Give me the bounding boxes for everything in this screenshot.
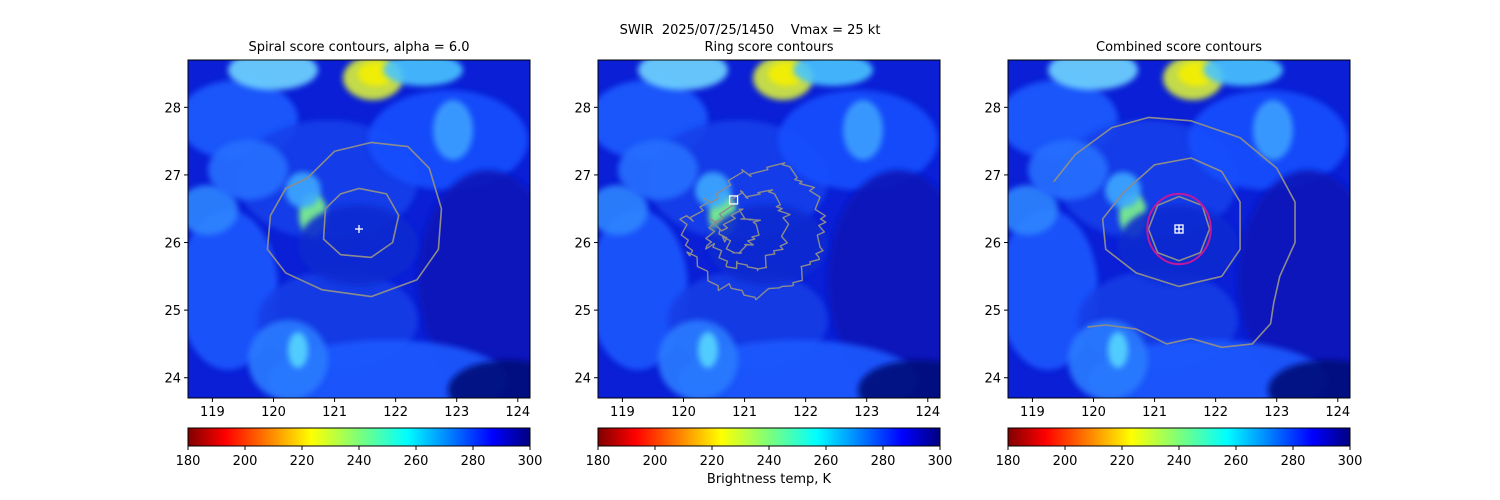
colorbar-tick-label: 300 xyxy=(518,454,543,469)
figure-suptitle: SWIR 2025/07/25/1450 Vmax = 25 kt xyxy=(619,23,881,38)
colorbar-tick-label: 280 xyxy=(871,454,896,469)
x-tick-label: 124 xyxy=(505,405,530,420)
x-tick-label: 121 xyxy=(732,405,757,420)
colorbar-tick-label: 200 xyxy=(643,454,668,469)
x-tick-label: 120 xyxy=(671,405,696,420)
colorbar-tick-label: 200 xyxy=(1053,454,1078,469)
center-marker xyxy=(1174,224,1184,234)
colorbar-tick-label: 300 xyxy=(928,454,953,469)
colorbar-tick-label: 240 xyxy=(347,454,372,469)
x-tick-label: 122 xyxy=(793,405,818,420)
x-tick-label: 121 xyxy=(1142,405,1167,420)
center-marker xyxy=(728,195,739,205)
axes-frame xyxy=(1007,59,1351,399)
satellite-image xyxy=(598,60,940,398)
panel-3: Combined score contours 119 120 121 122 123 12… xyxy=(984,40,1363,469)
panel-1: Spiral score contours, alpha = 6.0 119 120… xyxy=(164,40,543,469)
y-tick-label: 24 xyxy=(574,372,591,387)
contour-line xyxy=(1147,195,1211,262)
satellite-image xyxy=(1008,60,1350,398)
contour-line xyxy=(322,187,400,259)
colorbar-tick-label: 260 xyxy=(404,454,429,469)
y-tick-label: 26 xyxy=(984,237,1001,252)
colorbar-tick-label: 280 xyxy=(1281,454,1306,469)
center-marker xyxy=(355,225,363,233)
radius-circle xyxy=(1146,192,1212,266)
axes-frame xyxy=(597,59,941,399)
y-tick-label: 27 xyxy=(164,169,181,184)
contour-line xyxy=(679,162,827,301)
panel-title: Combined score contours xyxy=(1096,40,1262,55)
y-tick-label: 26 xyxy=(164,237,181,252)
y-tick-label: 24 xyxy=(984,372,1001,387)
x-tick-label: 121 xyxy=(322,405,347,420)
x-tick-label: 123 xyxy=(854,405,879,420)
y-tick-label: 28 xyxy=(574,101,591,116)
y-tick-label: 25 xyxy=(984,304,1001,319)
y-tick-label: 26 xyxy=(574,237,591,252)
y-tick-label: 27 xyxy=(984,169,1001,184)
contour-line xyxy=(715,208,762,254)
colorbar-label: Brightness temp, K xyxy=(706,472,832,487)
y-tick-label: 28 xyxy=(164,101,181,116)
colorbar xyxy=(597,427,941,447)
colorbar-tick-label: 180 xyxy=(586,454,611,469)
panel-title: Ring score contours xyxy=(704,40,833,55)
x-tick-label: 120 xyxy=(261,405,286,420)
contour-line xyxy=(705,189,791,272)
x-tick-label: 119 xyxy=(610,405,635,420)
colorbar-tick-label: 240 xyxy=(1167,454,1192,469)
contour-line xyxy=(1053,116,1296,349)
colorbar-tick-label: 260 xyxy=(814,454,839,469)
contour-line xyxy=(266,141,443,298)
x-tick-label: 120 xyxy=(1081,405,1106,420)
satellite-image xyxy=(188,60,530,398)
colorbar-tick-label: 200 xyxy=(233,454,258,469)
y-tick-label: 24 xyxy=(164,372,181,387)
colorbar-tick-label: 220 xyxy=(290,454,315,469)
panel-2: Ring score contours 119 120 121 122 123 124 24 2… xyxy=(574,40,953,469)
panel-title: Spiral score contours, alpha = 6.0 xyxy=(248,40,469,55)
x-tick-label: 119 xyxy=(1020,405,1045,420)
colorbar xyxy=(187,427,531,447)
colorbar-tick-label: 220 xyxy=(700,454,725,469)
y-tick-label: 28 xyxy=(984,101,1001,116)
axes-frame xyxy=(187,59,531,399)
x-tick-label: 123 xyxy=(1264,405,1289,420)
colorbar-tick-label: 300 xyxy=(1338,454,1363,469)
y-tick-label: 25 xyxy=(574,304,591,319)
x-tick-label: 122 xyxy=(383,405,408,420)
y-tick-label: 27 xyxy=(574,169,591,184)
x-tick-label: 122 xyxy=(1203,405,1228,420)
y-tick-label: 25 xyxy=(164,304,181,319)
x-tick-label: 124 xyxy=(1325,405,1350,420)
colorbar-tick-label: 260 xyxy=(1224,454,1249,469)
x-tick-label: 123 xyxy=(444,405,469,420)
colorbar xyxy=(1007,427,1351,447)
x-tick-label: 119 xyxy=(200,405,225,420)
colorbar-tick-label: 180 xyxy=(996,454,1021,469)
colorbar-tick-label: 180 xyxy=(176,454,201,469)
colorbar-tick-label: 220 xyxy=(1110,454,1135,469)
colorbar-tick-label: 240 xyxy=(757,454,782,469)
contour-line xyxy=(1101,157,1241,288)
colorbar-tick-label: 280 xyxy=(461,454,486,469)
x-tick-label: 124 xyxy=(915,405,940,420)
